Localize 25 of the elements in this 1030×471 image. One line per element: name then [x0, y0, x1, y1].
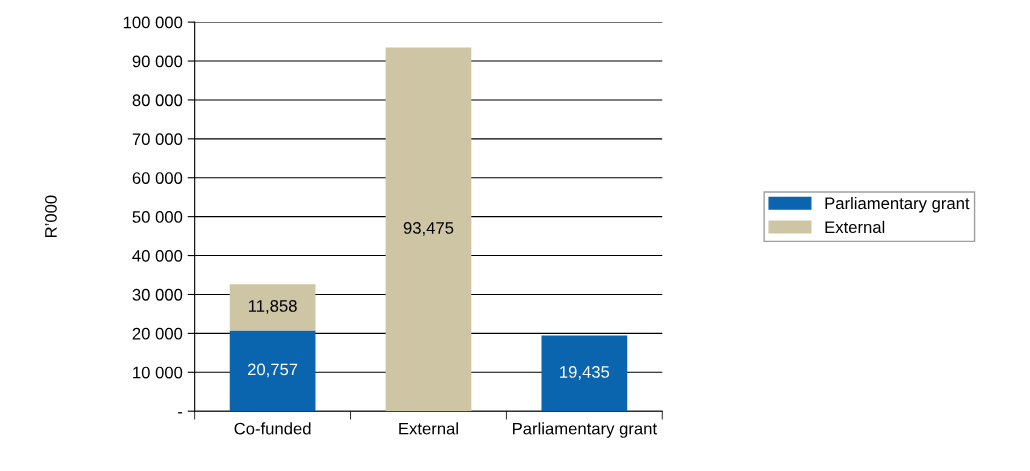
y-tick-label: -: [178, 412, 183, 414]
y-tick-label: 10 000: [133, 366, 183, 379]
y-tick-label: 80 000: [132, 94, 183, 107]
data-label: 20,757: [247, 363, 298, 378]
y-tick-label: 40 000: [132, 249, 183, 262]
y-tick-label: 70 000: [132, 133, 183, 146]
data-label: 93,475: [403, 222, 454, 236]
data-label: 11,858: [249, 300, 297, 314]
y-axis-title: R’000: [45, 195, 57, 238]
y-tick-label: 50 000: [132, 211, 183, 223]
bar: [541, 335, 628, 412]
legend-label: Parliamentary grant: [825, 196, 970, 213]
x-tick-label: Parliamentary grant: [513, 422, 657, 438]
x-tick-label: External: [399, 422, 458, 435]
x-tick-label: Co-funded: [234, 422, 311, 435]
y-tick-label: 60 000: [132, 172, 183, 184]
y-tick-label: 30 000: [132, 288, 183, 301]
y-tick-label: 20 000: [132, 327, 183, 340]
bar: [229, 330, 316, 412]
y-tick-label: 100 000: [123, 16, 183, 29]
data-label: 19,435: [560, 366, 610, 380]
y-tick-label: 90 000: [132, 55, 183, 68]
legend-label: External: [825, 220, 885, 234]
bar: [229, 284, 316, 331]
bar: [385, 47, 472, 412]
